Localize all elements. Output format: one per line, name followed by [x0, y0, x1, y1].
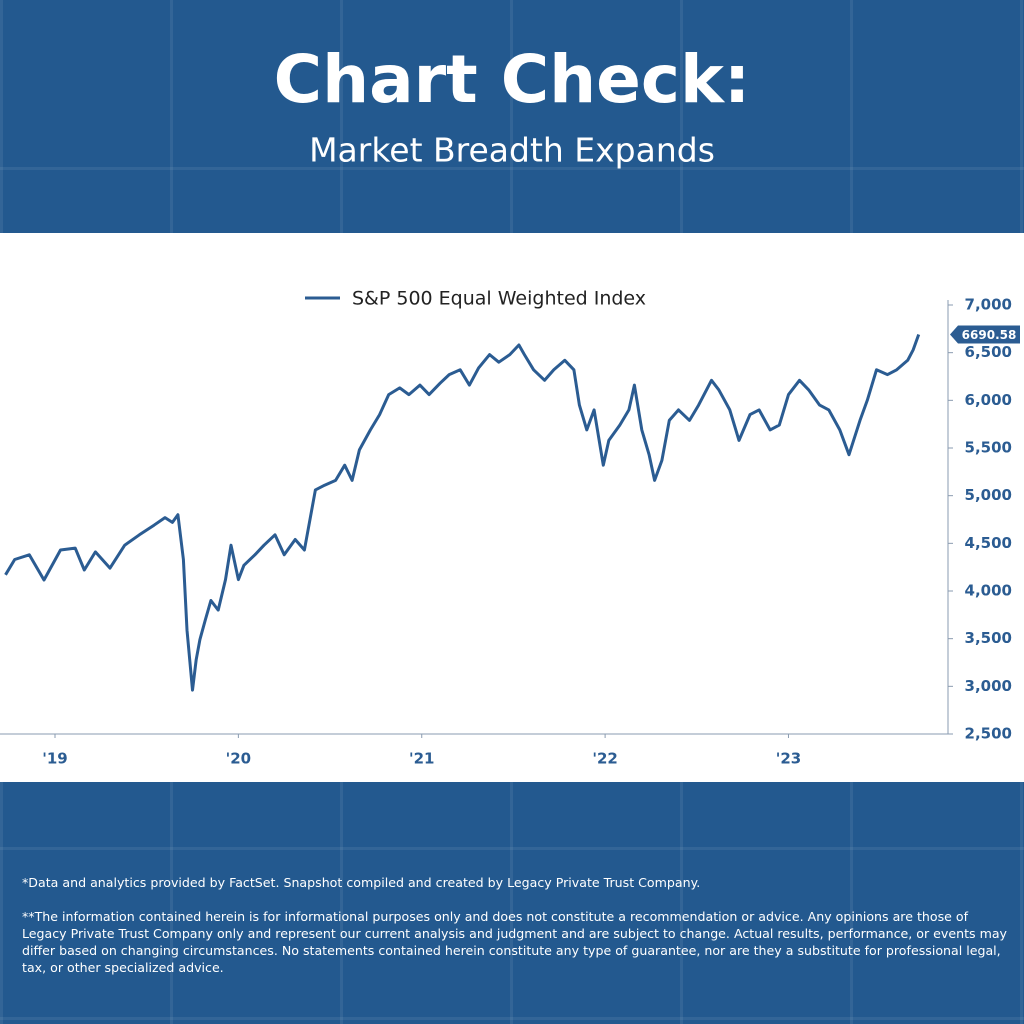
- last-value-tag: [950, 325, 1020, 344]
- y-tick-label: 7,000: [965, 296, 1012, 314]
- y-tick-label: 6,000: [965, 391, 1012, 409]
- x-tick-label: '23: [776, 750, 801, 768]
- y-tick-label: 6,500: [965, 343, 1012, 361]
- last-value-label: 6690.58: [962, 328, 1017, 342]
- y-tick-label: 5,000: [965, 486, 1012, 504]
- disclaimer: **The information contained herein is fo…: [22, 909, 1008, 975]
- page-title: Chart Check:: [274, 41, 751, 118]
- legend-label: S&P 500 Equal Weighted Index: [352, 288, 646, 310]
- y-tick-label: 4,500: [965, 534, 1012, 552]
- x-tick-label: '21: [409, 750, 434, 768]
- chart-panel: [0, 233, 1024, 782]
- y-tick-label: 2,500: [965, 725, 1012, 743]
- page-subtitle: Market Breadth Expands: [309, 131, 715, 170]
- footnote: *Data and analytics provided by FactSet.…: [22, 875, 701, 890]
- x-tick-label: '22: [592, 750, 617, 768]
- y-tick-label: 3,500: [965, 629, 1012, 647]
- series-line: [4, 333, 921, 692]
- y-tick-label: 5,500: [965, 439, 1012, 457]
- x-tick-label: '20: [226, 750, 251, 768]
- y-tick-label: 4,000: [965, 582, 1012, 600]
- y-tick-label: 3,000: [965, 677, 1012, 695]
- x-tick-label: '19: [42, 750, 67, 768]
